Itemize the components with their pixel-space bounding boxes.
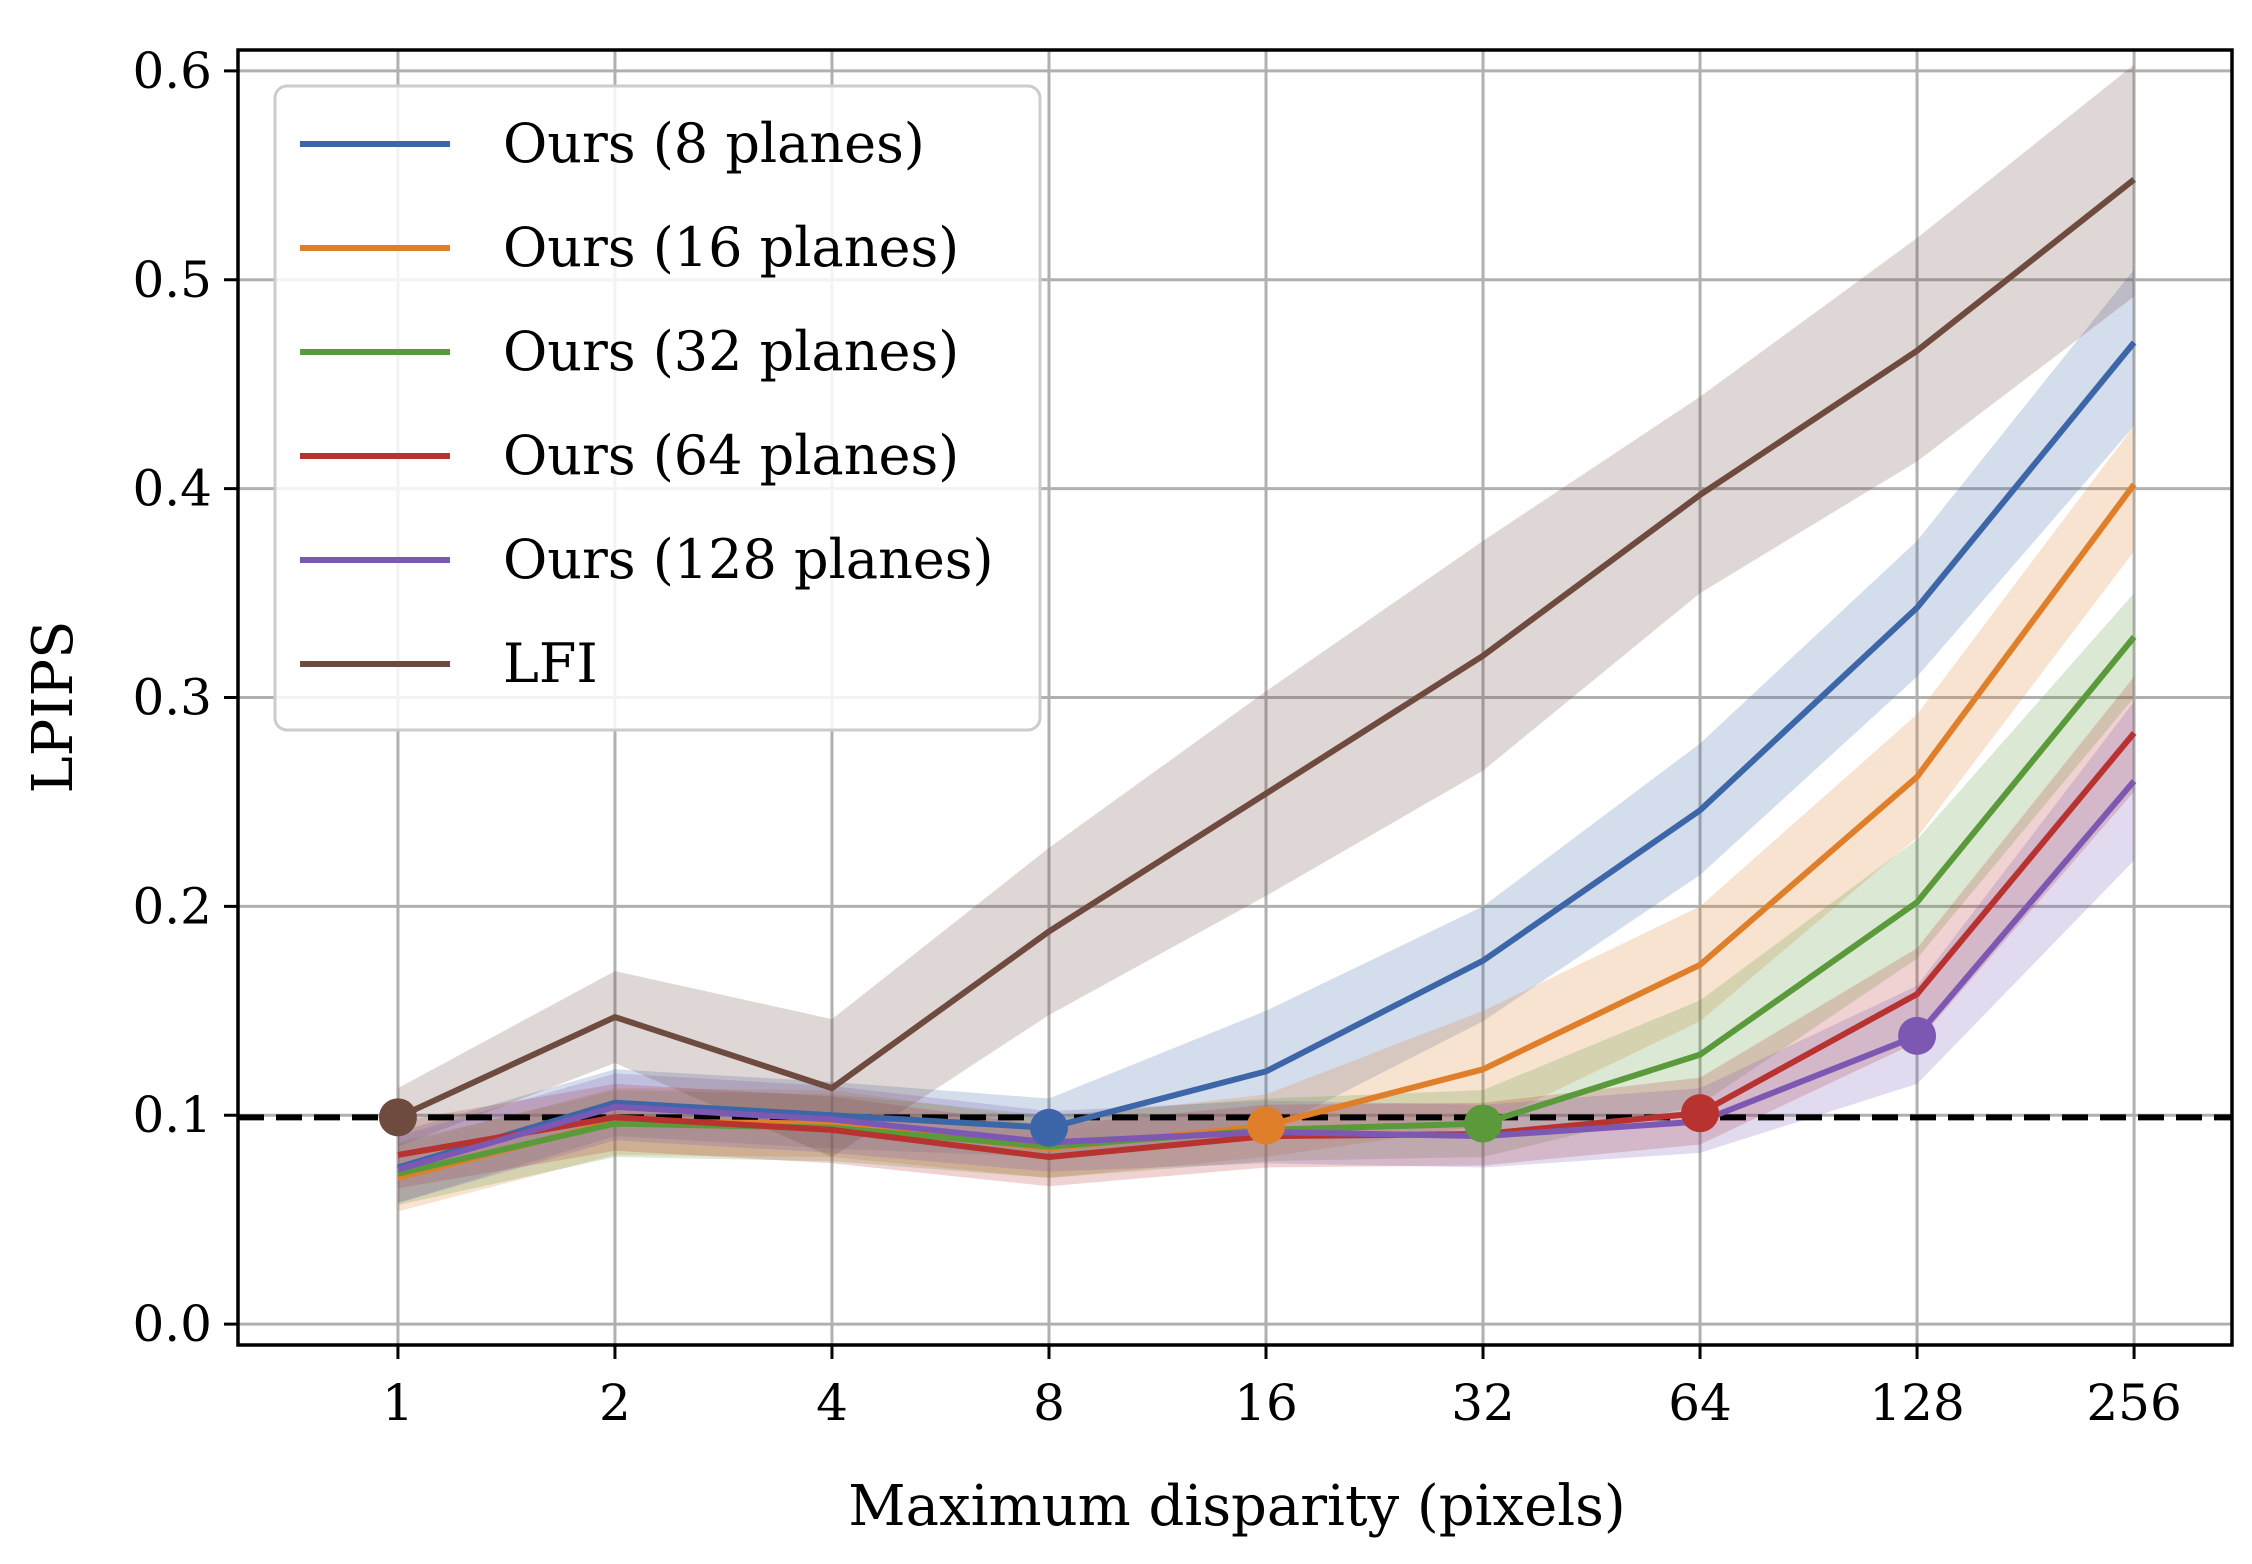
x-tick-label: 1	[382, 1374, 414, 1432]
x-axis-label: Maximum disparity (pixels)	[848, 1474, 1625, 1539]
series-line	[397, 340, 2137, 1171]
legend-label: Ours (32 planes)	[503, 320, 959, 383]
x-tick-label: 8	[1033, 1374, 1065, 1432]
x-tick-label: 16	[1234, 1374, 1298, 1432]
y-tick-label: 0.5	[132, 251, 212, 309]
y-axis-label: LPIPS	[21, 620, 86, 793]
confidence-band	[397, 701, 2135, 1203]
legend-label: Ours (128 planes)	[503, 528, 994, 591]
y-tick-label: 0.4	[132, 460, 212, 518]
highlight-marker	[1247, 1106, 1286, 1145]
legend-label: LFI	[503, 632, 598, 695]
legend-label: Ours (64 planes)	[503, 424, 959, 487]
legend-label: Ours (16 planes)	[503, 216, 959, 279]
confidence-band	[397, 64, 2135, 1158]
highlight-marker	[1898, 1016, 1937, 1055]
highlight-marker	[1029, 1108, 1068, 1147]
highlight-marker	[1681, 1094, 1720, 1133]
y-tick-label: 0.2	[132, 877, 212, 935]
x-tick-label: 4	[816, 1374, 848, 1432]
legend-label: Ours (8 planes)	[503, 112, 925, 175]
x-tick-label: 256	[2086, 1374, 2181, 1432]
x-tick-label: 64	[1668, 1374, 1732, 1432]
series-line	[396, 177, 2136, 1121]
y-tick-label: 0.6	[132, 42, 212, 100]
y-tick-label: 0.3	[132, 669, 212, 727]
legend-box	[273, 84, 1042, 732]
x-tick-label: 128	[1869, 1374, 1964, 1432]
y-ticks: 0.0 0.1 0.2 0.3 0.4 0.5 0.6	[132, 42, 238, 1353]
series-markers	[378, 1016, 1937, 1147]
legend: Ours (8 planes) Ours (16 planes) Ours (32 …	[273, 84, 1042, 732]
x-tick-label: 32	[1451, 1374, 1515, 1432]
highlight-marker	[378, 1098, 417, 1137]
confidence-band	[397, 676, 2135, 1189]
highlight-marker	[1464, 1104, 1503, 1143]
x-tick-label: 2	[599, 1374, 631, 1432]
confidence-band	[397, 425, 2135, 1212]
x-ticks: 1 2 4 8 16 32 64 128 256	[382, 1345, 2182, 1432]
y-tick-label: 0.1	[132, 1086, 212, 1144]
confidence-band	[397, 269, 2135, 1203]
y-tick-label: 0.0	[132, 1295, 212, 1353]
